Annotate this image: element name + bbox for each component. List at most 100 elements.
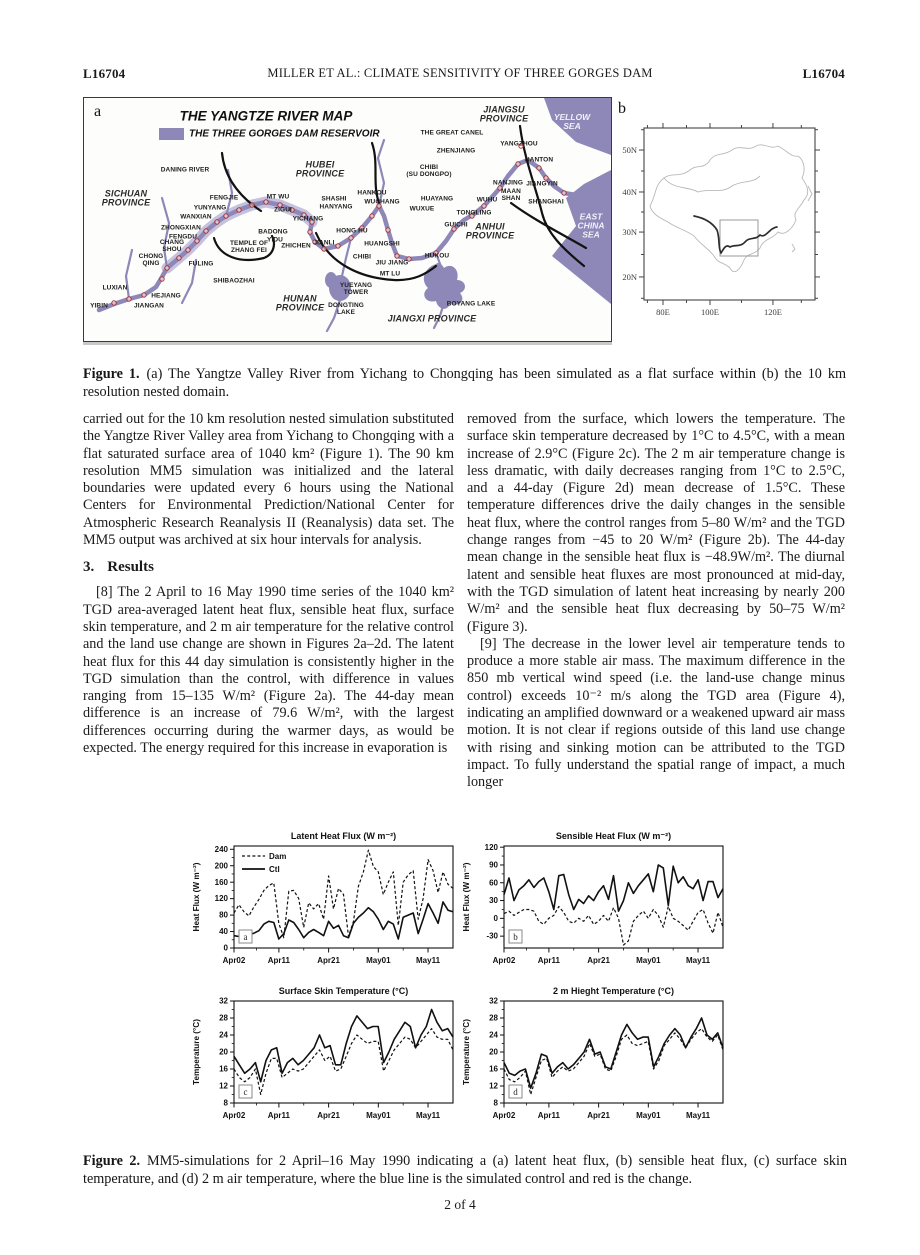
map-label: ZIGUI [274,206,292,214]
svg-text:90: 90 [489,861,498,870]
map-label: YICHANG [292,215,324,223]
svg-text:2 m Hieght Temperature (°C): 2 m Hieght Temperature (°C) [553,986,674,996]
chart-latent-heat-flux: Latent Heat Flux (W m⁻²) Heat Flux (W m⁻²… [190,830,460,978]
svg-text:Heat Flux (W m⁻²): Heat Flux (W m⁻²) [192,862,201,931]
header-citation-right: L16704 [802,66,845,81]
lat-label: 50N [622,145,637,156]
svg-text:Heat Flux (W m⁻²): Heat Flux (W m⁻²) [462,862,471,931]
map-label: HEJIANG [151,292,181,300]
map-label: CHONG QING [138,253,164,267]
china-outline [649,144,813,273]
body-paragraph: [9] The decrease in the lower level air … [467,635,845,791]
section-number: 3. [83,559,95,576]
lat-label: 30N [622,227,637,238]
svg-text:May11: May11 [416,956,441,965]
svg-text:16: 16 [489,1065,498,1074]
svg-text:Apr02: Apr02 [223,1111,246,1120]
header-running-title: MILLER ET AL.: CLIMATE SENSITIVITY OF TH… [267,66,653,80]
tributary-rivers [124,138,448,333]
dongting-lake-lobe [325,272,337,288]
lon-label: 120E [763,307,782,317]
tgd-study-area-box [719,219,759,257]
chart-surface-skin-temperature: Surface Skin Temperature (°C) Temperature… [190,985,460,1133]
svg-text:May01: May01 [366,1111,391,1120]
svg-text:Ctl: Ctl [269,865,280,874]
yellow-sea-shape [544,98,611,155]
svg-text:Apr11: Apr11 [268,1111,291,1120]
svg-text:28: 28 [219,1014,228,1023]
map-label: NANTON [524,156,554,164]
map-label: ZHENJIANG [436,147,476,155]
map-label: BOYANG LAKE [446,300,496,308]
map-label: WUHU [476,196,498,204]
map-label: FULING [188,260,214,268]
map-label: YIDU [267,236,283,244]
lat-label: 20N [622,271,637,282]
figure-1: DANING RIVER SICHUAN PROVINCE HUBEI PROVIN… [83,95,845,343]
map-labels-layer: DANING RIVER SICHUAN PROVINCE HUBEI PROVIN… [84,98,611,341]
svg-text:Sensible Heat Flux (W m⁻²): Sensible Heat Flux (W m⁻²) [556,831,671,841]
map-label: JIANLI [313,239,335,247]
svg-text:Surface Skin Temperature (°C): Surface Skin Temperature (°C) [279,986,408,996]
svg-text:0: 0 [494,914,499,923]
svg-text:12: 12 [219,1082,228,1091]
svg-text:May11: May11 [686,1111,711,1120]
svg-text:8: 8 [224,1099,229,1108]
svg-text:May01: May01 [636,956,661,965]
domain-frame [643,127,816,301]
map-label: TONGLING [456,209,492,217]
map-label: JIU JIANG [375,259,409,267]
svg-text:Apr21: Apr21 [587,1111,610,1120]
figure-2-caption-text: MM5-simulations for 2 April–16 May 1990 … [83,1153,848,1187]
svg-text:Apr11: Apr11 [538,956,561,965]
svg-text:May11: May11 [416,1111,441,1120]
svg-text:d: d [513,1087,518,1097]
map-label: THE GREAT CANEL [420,129,484,137]
svg-text:0: 0 [224,944,229,953]
svg-text:8: 8 [494,1099,499,1108]
svg-text:24: 24 [219,1031,228,1040]
map-label: HANKOU [357,189,387,197]
map-label: HUAYANG [420,195,454,203]
svg-text:120: 120 [215,894,229,903]
map-label: SHANGHAI [528,198,564,206]
section-heading-results: 3. Results [83,559,454,576]
figure-1-caption-label: Figure 1. [83,366,140,383]
svg-text:May01: May01 [636,1111,661,1120]
left-column: carried out for the 10 km resolution nes… [83,411,454,757]
svg-text:40: 40 [219,927,228,936]
map-label: WUXUE [409,205,435,213]
page-number: 2 of 4 [444,1197,476,1212]
svg-text:Dam: Dam [269,852,286,861]
body-paragraph: carried out for the 10 km resolution nes… [83,411,454,549]
map-label: YELLOW SEA [553,112,591,131]
svg-text:32: 32 [219,997,228,1006]
boyang-lake-shape [423,263,466,309]
panel-b-letter: b [618,100,626,117]
svg-text:Temperature (°C): Temperature (°C) [192,1019,201,1085]
map-label: FENGDU [168,233,198,241]
figure-2: Latent Heat Flux (W m⁻²) Heat Flux (W m⁻²… [190,828,730,1133]
map-label: JIANGAN [134,302,164,310]
map-label: WANXIAN [180,213,212,221]
svg-text:Temperature (°C): Temperature (°C) [462,1019,471,1085]
map-label: YANGZHOU [500,140,538,148]
map-label: HANYANG [319,203,353,211]
map-label: CHIBI [352,253,372,261]
reservoir-legend-label: THE THREE GORGES DAM RESERVOIR [189,128,380,140]
chart-sensible-heat-flux: Sensible Heat Flux (W m⁻²) Heat Flux (W m… [460,830,730,978]
domain-map-graphic [639,123,820,305]
svg-text:Apr02: Apr02 [223,956,246,965]
map-label: TEMPLE OF ZHANG FEI [229,240,269,254]
body-paragraph: [8] The 2 April to 16 May 1990 time seri… [83,584,454,757]
map-label: CHANG SHOU [159,239,185,253]
map-label: HUBEI PROVINCE [295,159,345,179]
svg-text:240: 240 [215,845,229,854]
map-label: YUNYANG [193,204,227,212]
nested-domain-map-panel: b 50N 40N 30N 20N 80E 100E 120E [612,98,845,341]
svg-text:May11: May11 [686,956,711,965]
svg-text:60: 60 [489,878,498,887]
map-label: EAST CHINA SEA [577,211,605,240]
map-label: BADONG [258,228,288,236]
